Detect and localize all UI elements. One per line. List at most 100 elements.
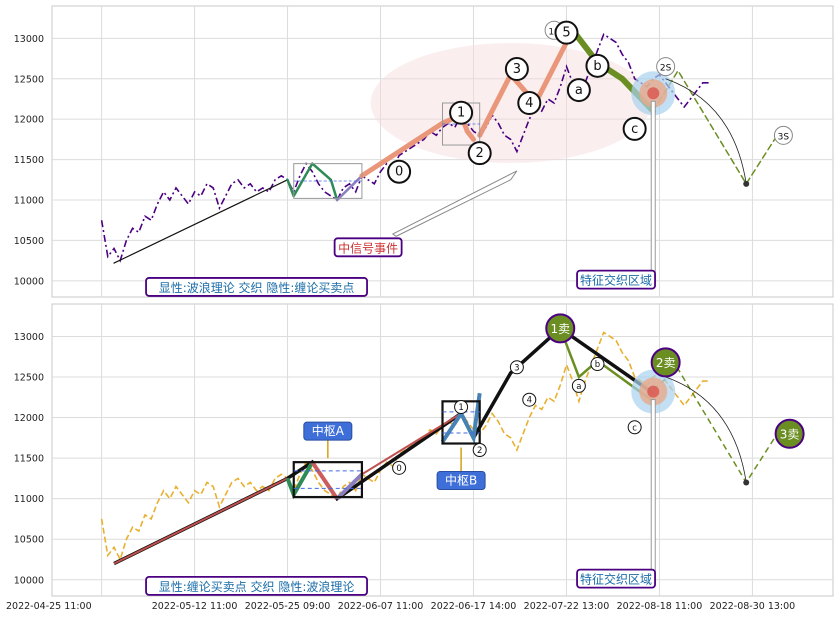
- wave-label: 3S: [778, 132, 790, 142]
- signal-label: 2卖: [656, 356, 676, 370]
- y-tick-label: 11000: [14, 494, 44, 505]
- x-tick-label: 2022-08-30 13:00: [710, 601, 796, 612]
- wave-label-circle: [467, 141, 492, 166]
- annotation-text: 显性:缠论买卖点 交织 隐性:波浪理论: [159, 579, 355, 594]
- plot-frame: [51, 5, 834, 298]
- y-tick-label: 10500: [14, 236, 44, 247]
- bottom-panel: 10000 10500 11000 11500 12000 12500 13000 2022-…: [6, 303, 834, 612]
- interweave-pointer: [650, 100, 656, 274]
- y-tick-label: 11500: [14, 155, 44, 166]
- annotation-box: [333, 237, 403, 258]
- wave-label-circle: [454, 400, 469, 415]
- wave-label-circle: [585, 53, 610, 78]
- wave-label: b: [593, 59, 601, 74]
- annotation-box: [145, 575, 368, 596]
- y-tick-label: 11000: [14, 196, 44, 207]
- x-tick-label: 2022-05-12 11:00: [152, 601, 238, 612]
- signal-circle: [650, 347, 681, 378]
- annotation-text: 特征交织区域: [580, 273, 652, 288]
- interweave-marker: [647, 87, 660, 100]
- forecast-point: [743, 180, 750, 187]
- wave-label: 2: [476, 146, 484, 161]
- x-tick-label: 2022-04-25 11:00: [6, 601, 92, 612]
- forecast-point: [743, 479, 750, 486]
- wave-label-circle: [392, 460, 407, 475]
- wave-label-circle: [472, 443, 487, 457]
- bi-line: [335, 472, 364, 501]
- wave-label: a: [575, 83, 583, 98]
- y-tick-label: 10000: [14, 575, 44, 586]
- top-panel: 10000 10500 11000 11500 12000 12500 13000 0 1 2 3 4…: [14, 5, 834, 298]
- wave-segment: [113, 179, 289, 264]
- x-tick-label: 2022-06-07 11:00: [338, 601, 424, 612]
- x-tick-label: 2022-08-18 11:00: [617, 601, 703, 612]
- wave-label-circle: [622, 116, 647, 141]
- y-tick-label: 10500: [14, 535, 44, 546]
- wave-label: 0: [396, 464, 401, 474]
- wave-label: 1: [457, 106, 465, 121]
- wave-label: a: [576, 382, 581, 392]
- wave-label: 3: [514, 363, 519, 373]
- bi-line: [361, 412, 462, 476]
- signal-label: 3卖: [780, 427, 800, 441]
- forecast-line: [652, 367, 778, 484]
- signal-circle: [545, 313, 576, 344]
- wave-label: 5: [562, 26, 570, 41]
- wave-label-circle: [566, 78, 591, 103]
- bi-line: [440, 392, 482, 445]
- annotation-text: 显性:波浪理论 交织 隐性:缠论买卖点: [159, 280, 355, 295]
- wave-label-circle: [571, 378, 586, 393]
- x-tick-label: 2022-05-25 09:00: [245, 601, 331, 612]
- pivot-box: [292, 461, 364, 499]
- wave-label: 2: [477, 446, 482, 456]
- x-tick-label: 2022-07-22 13:00: [524, 601, 610, 612]
- wave-label-circle: [449, 100, 474, 125]
- y-tick-label: 12000: [14, 413, 44, 424]
- price-line: [100, 33, 709, 263]
- wave-label: 2S: [660, 64, 672, 74]
- wave-label: 1S: [548, 27, 560, 37]
- annotation-text: 特征交织区域: [580, 572, 652, 587]
- y-tick-label: 10000: [14, 276, 44, 287]
- wave-segment: [477, 27, 576, 138]
- wave-label-circle: [773, 125, 793, 145]
- wave-label-circle: [554, 20, 579, 45]
- y-tick-label: 13000: [14, 332, 44, 343]
- annotation-box: [576, 269, 656, 290]
- annotation-box: [576, 568, 656, 589]
- y-tick-label: 12500: [14, 373, 44, 384]
- highlight-ellipse: [370, 43, 651, 163]
- wave-label: 0: [395, 165, 403, 180]
- wave-label: 4: [527, 396, 532, 406]
- interweave-marker: [647, 385, 660, 398]
- wave-label-circle: [509, 360, 524, 375]
- wave-label: b: [595, 360, 600, 370]
- wave-label-circle: [517, 91, 542, 115]
- bi-line: [113, 477, 288, 565]
- wave-label: c: [632, 423, 637, 433]
- wave-label-circle: [656, 57, 676, 77]
- wave-label-circle: [590, 357, 605, 372]
- interweave-pointer: [650, 399, 656, 573]
- wave-label-circle: [504, 57, 529, 82]
- x-tick-label: 2022-06-17 14:00: [431, 601, 517, 612]
- forecast-arc: [665, 78, 747, 184]
- y-tick-label: 13000: [14, 34, 44, 45]
- signal-circle: [774, 418, 805, 449]
- wave-label: 3: [513, 62, 521, 77]
- plot-frame: [51, 303, 834, 597]
- signal-arrow: [391, 170, 518, 237]
- pivot-label-box: [303, 421, 353, 441]
- signal-label: 1卖: [550, 322, 570, 336]
- wave-label: 1: [458, 403, 463, 413]
- bi-line: [559, 327, 654, 403]
- y-tick-label: 12500: [14, 74, 44, 85]
- annotation-text: 中信号事件: [338, 240, 398, 255]
- annotation-box: [145, 277, 368, 297]
- wave-label-circle: [522, 392, 537, 407]
- wave-label: c: [631, 122, 638, 137]
- y-tick-label: 12000: [14, 115, 44, 126]
- forecast-arc: [665, 376, 747, 483]
